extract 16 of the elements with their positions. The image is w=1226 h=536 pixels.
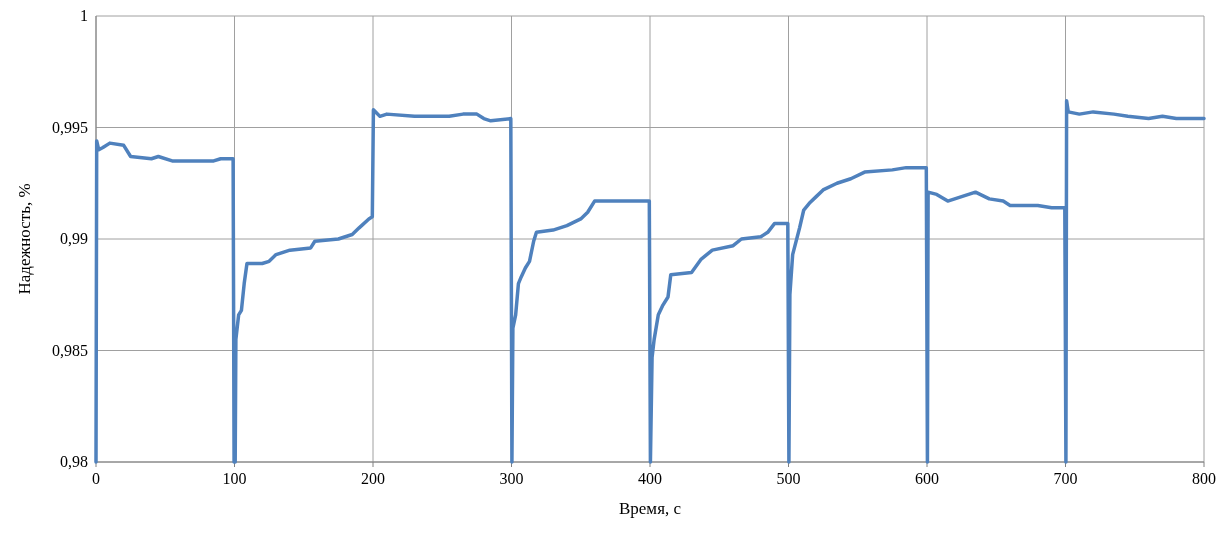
y-tick-label: 0,985 bbox=[52, 341, 88, 359]
x-axis-title: Время, с bbox=[618, 499, 682, 518]
y-axis-title: Надежность, % bbox=[15, 183, 34, 295]
x-tick-label: 100 bbox=[222, 470, 247, 487]
x-tick-label: 400 bbox=[638, 470, 662, 487]
x-tick-label: 300 bbox=[499, 470, 524, 487]
x-tick-label: 0 bbox=[92, 470, 100, 487]
x-tick-label: 600 bbox=[915, 470, 939, 487]
x-tick-label: 200 bbox=[361, 470, 385, 487]
x-tick-label: 700 bbox=[1053, 470, 1078, 487]
y-tick-label: 0,98 bbox=[60, 453, 88, 470]
y-tick-label: 1 bbox=[80, 7, 88, 24]
x-tick-label: 800 bbox=[1192, 470, 1216, 487]
x-tick-label: 500 bbox=[776, 470, 801, 487]
y-tick-label: 0,99 bbox=[60, 230, 88, 247]
y-tick-label: 0,995 bbox=[52, 118, 88, 136]
